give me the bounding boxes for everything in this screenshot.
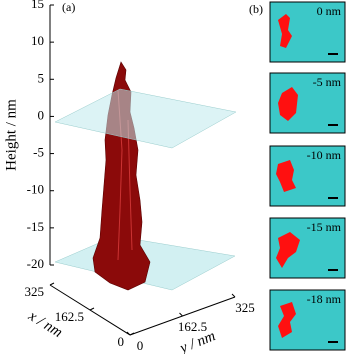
z-tick-label: -15 bbox=[27, 219, 44, 234]
slice-label: 0 nm bbox=[317, 4, 342, 18]
z-tick-label: 10 bbox=[31, 33, 44, 48]
panel-label: (a) bbox=[62, 0, 75, 14]
z-tick-label: -10 bbox=[27, 182, 44, 197]
z-tick-label: 15 bbox=[31, 0, 44, 11]
tick-mark bbox=[89, 307, 95, 311]
slice-label: -10 nm bbox=[307, 148, 342, 162]
tick-mark bbox=[126, 331, 131, 336]
slice-cross-section bbox=[276, 232, 300, 268]
z-tick-label: 0 bbox=[38, 107, 45, 122]
x-tick-label: 0 bbox=[118, 334, 125, 349]
panel-label: (b) bbox=[249, 2, 263, 16]
slice-cross-section bbox=[278, 302, 296, 338]
x-tick-label: 162.5 bbox=[55, 309, 84, 324]
tick-mark bbox=[179, 312, 183, 317]
z-axis-label: Height / nm bbox=[3, 99, 19, 171]
slice-cross-section bbox=[278, 87, 298, 121]
slice-label: -18 nm bbox=[307, 292, 342, 306]
tick-mark bbox=[231, 293, 236, 298]
y-tick-label: 162.5 bbox=[178, 319, 207, 334]
tick-mark bbox=[49, 282, 55, 286]
slice-plane bbox=[54, 88, 237, 149]
z-tick-label: -20 bbox=[27, 256, 44, 271]
slice-cross-section bbox=[278, 14, 292, 48]
y-tick-label: 0 bbox=[137, 338, 144, 353]
y-tick-label: 325 bbox=[235, 300, 255, 315]
slice-cross-section bbox=[276, 160, 296, 192]
tick-mark bbox=[129, 332, 135, 336]
z-tick-label: 5 bbox=[38, 70, 45, 85]
x-tick-label: 325 bbox=[25, 284, 45, 299]
slice-label: -5 nm bbox=[313, 75, 342, 89]
z-tick-label: -5 bbox=[33, 145, 44, 160]
slice-label: -15 nm bbox=[307, 220, 342, 234]
